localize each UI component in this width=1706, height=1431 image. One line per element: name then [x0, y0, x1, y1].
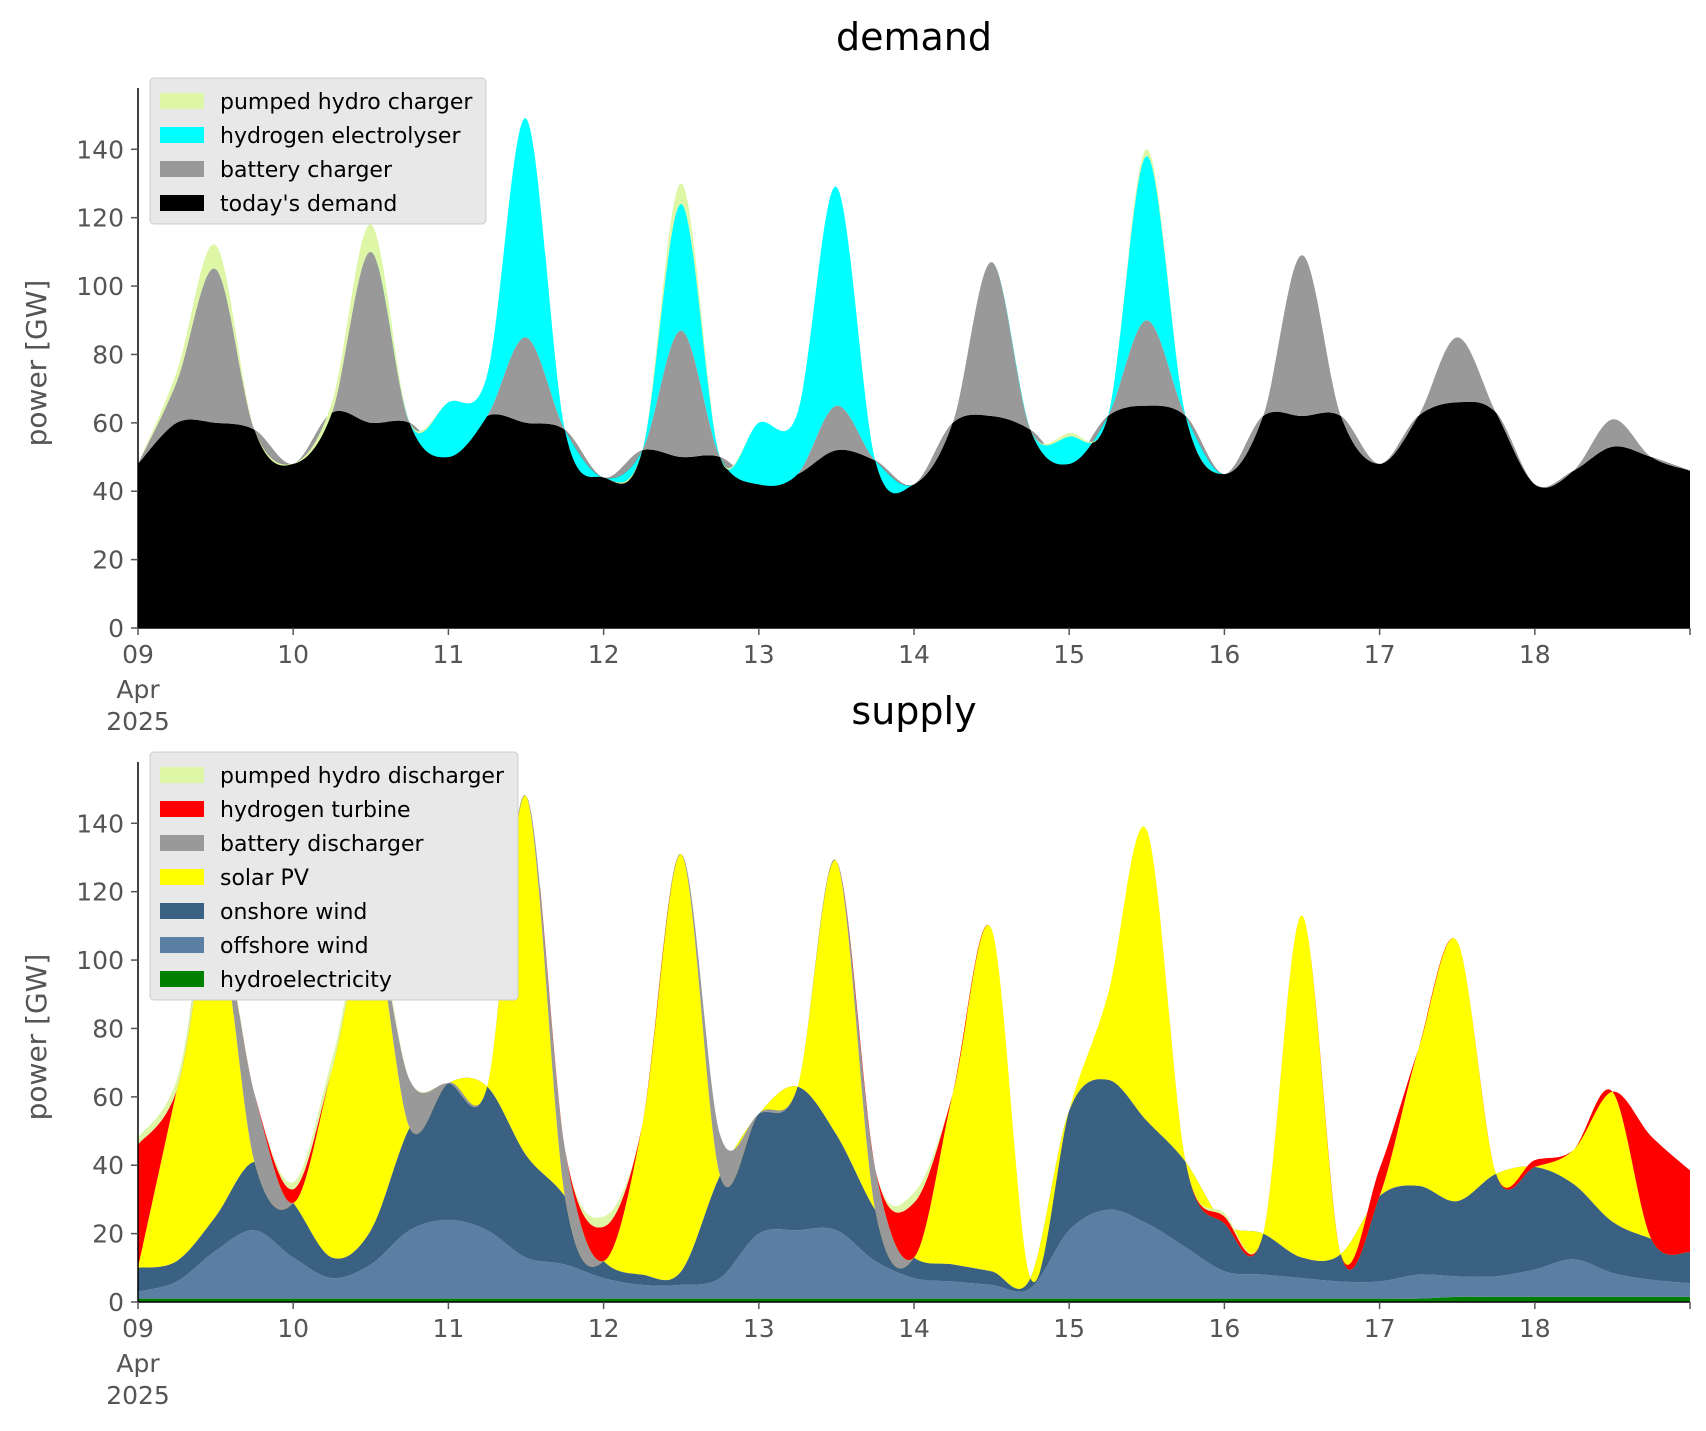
y-tick-label: 0 — [108, 1288, 124, 1317]
y-tick-label: 140 — [76, 809, 124, 838]
x-tick-label: 13 — [743, 640, 775, 669]
legend-swatch — [160, 127, 204, 143]
legend-label: battery discharger — [220, 832, 425, 857]
y-axis-label: power [GW] — [20, 954, 53, 1121]
y-tick-label: 120 — [76, 204, 124, 233]
series-area-onshore-wind — [138, 1077, 1690, 1292]
y-tick-label: 80 — [92, 340, 124, 369]
area-stack — [138, 118, 1690, 628]
legend-label: hydroelectricity — [220, 968, 392, 993]
x-tick-label: 11 — [432, 640, 464, 669]
x-tick-label: 14 — [898, 1314, 930, 1343]
x-tick-label: 14 — [898, 640, 930, 669]
y-tick-label: 60 — [92, 409, 124, 438]
legend-box — [149, 751, 519, 1001]
legend-swatch — [160, 937, 204, 953]
y-tick-label: 120 — [76, 878, 124, 907]
x-tick-label: 12 — [588, 640, 620, 669]
legend-swatch — [160, 767, 204, 783]
x-tick-label: 16 — [1208, 640, 1240, 669]
legend-box — [149, 77, 487, 225]
legend-label: pumped hydro charger — [220, 90, 473, 115]
legend-swatch — [160, 801, 204, 817]
legend-label: battery charger — [220, 158, 393, 183]
y-tick-label: 80 — [92, 1014, 124, 1043]
legend-swatch — [160, 869, 204, 885]
series-area-hydrogen-electrolyser — [138, 118, 1690, 494]
chart-title: supply — [851, 689, 976, 733]
area-stack — [138, 794, 1690, 1302]
legend: pumped hydro discharger hydrogen turbine b… — [149, 751, 519, 1001]
legend-label: onshore wind — [220, 900, 367, 925]
y-tick-label: 0 — [108, 614, 124, 643]
legend-swatch — [160, 971, 204, 987]
series-area-battery-charger — [138, 251, 1690, 488]
x-tick-sublabel: 2025 — [106, 707, 170, 736]
legend: pumped hydro charger hydrogen electrolyse… — [149, 77, 487, 225]
supply-panel: supply power [GW] 0 20 40 60 80 100 120 140 09 10 11… — [20, 689, 1691, 1410]
y-tick-label: 20 — [92, 1220, 124, 1249]
y-tick-label: 100 — [76, 946, 124, 975]
x-tick-label: 13 — [743, 1314, 775, 1343]
y-tick-label: 40 — [92, 1151, 124, 1180]
x-tick-label: 12 — [588, 1314, 620, 1343]
x-tick-label: 17 — [1364, 640, 1396, 669]
legend-swatch — [160, 93, 204, 109]
legend-swatch — [160, 161, 204, 177]
x-tick-label: 18 — [1519, 640, 1551, 669]
demand-panel: demand power [GW] 0 20 40 60 80 100 120 140 09 10 11… — [20, 15, 1691, 736]
x-tick-label: 10 — [277, 1314, 309, 1343]
x-tick-label: 09 — [122, 640, 154, 669]
legend-label: solar PV — [220, 866, 309, 891]
x-tick-label: 09 — [122, 1314, 154, 1343]
y-axis-label: power [GW] — [20, 280, 53, 447]
x-tick-label: 15 — [1053, 640, 1085, 669]
x-tick-label: 17 — [1364, 1314, 1396, 1343]
y-tick-label: 40 — [92, 477, 124, 506]
legend-swatch — [160, 195, 204, 211]
x-tick-label: 18 — [1519, 1314, 1551, 1343]
x-tick-sublabel: Apr — [116, 675, 160, 704]
series-area-solar-pv — [138, 794, 1690, 1289]
legend-label: offshore wind — [220, 934, 369, 959]
y-tick-label: 60 — [92, 1083, 124, 1112]
x-tick-label: 16 — [1208, 1314, 1240, 1343]
x-tick-label: 10 — [277, 640, 309, 669]
x-tick-label: 15 — [1053, 1314, 1085, 1343]
series-area-hydroelectricity — [138, 1296, 1690, 1302]
series-area-today-s-demand — [138, 401, 1690, 628]
legend-label: pumped hydro discharger — [220, 764, 505, 789]
legend-label: today's demand — [220, 192, 397, 217]
chart-title: demand — [836, 15, 992, 59]
series-area-offshore-wind — [138, 1209, 1690, 1299]
legend-label: hydrogen electrolyser — [220, 124, 461, 149]
legend-swatch — [160, 835, 204, 851]
x-tick-sublabel: 2025 — [106, 1381, 170, 1410]
x-tick-sublabel: Apr — [116, 1349, 160, 1378]
legend-label: hydrogen turbine — [220, 798, 411, 823]
y-tick-label: 100 — [76, 272, 124, 301]
legend-swatch — [160, 903, 204, 919]
y-tick-label: 20 — [92, 546, 124, 575]
x-tick-label: 11 — [432, 1314, 464, 1343]
y-tick-label: 140 — [76, 135, 124, 164]
